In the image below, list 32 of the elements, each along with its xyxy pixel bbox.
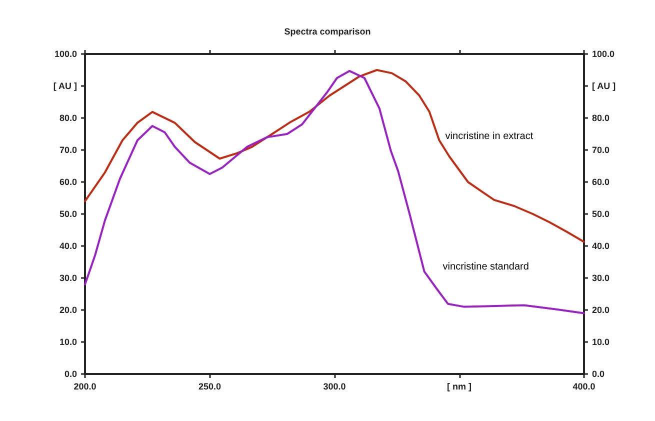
y2-tick-label: 30.0: [592, 273, 610, 283]
line-series: [84, 70, 585, 314]
series-label: vincristine standard: [442, 261, 529, 272]
y-tick-label: 100.0: [54, 49, 77, 59]
y-tick-label: 20.0: [59, 305, 77, 315]
chart-title: Spectra comparison: [284, 26, 371, 36]
y-tick-label: 30.0: [59, 273, 77, 283]
y2-tick-label: 100.0: [592, 49, 615, 59]
y2-tick-label: 20.0: [592, 305, 610, 315]
x-tick-label: 300.0: [323, 382, 346, 392]
x-tick-label: 200.0: [74, 382, 96, 392]
y-tick-label: [ AU ]: [53, 81, 77, 91]
y2-tick-label: 10.0: [592, 337, 610, 347]
y2-tick-label: 80.0: [592, 113, 610, 123]
y2-tick-label: 70.0: [592, 145, 610, 155]
y-tick-label: 0.0: [64, 369, 77, 379]
series-label: vincristine in extract: [445, 130, 534, 142]
y-tick-label: 80.0: [59, 113, 77, 123]
x-tick-label: 250.0: [198, 382, 222, 392]
y-tick-label: 50.0: [59, 209, 77, 219]
line-series: [84, 69, 585, 243]
y-tick-label: 60.0: [59, 177, 77, 187]
x-tick-label: [ nm ]: [447, 382, 472, 392]
y2-tick-label: 40.0: [592, 241, 610, 251]
y2-tick-label: [ AU ]: [592, 81, 616, 91]
y2-tick-label: 60.0: [592, 177, 610, 187]
y-tick-label: 70.0: [59, 145, 77, 155]
y2-tick-label: 0.0: [592, 369, 605, 379]
y-tick-label: 10.0: [59, 337, 77, 347]
y-tick-label: 40.0: [59, 241, 77, 251]
y2-tick-label: 50.0: [592, 209, 610, 219]
x-tick-label: 400.0: [572, 382, 596, 392]
